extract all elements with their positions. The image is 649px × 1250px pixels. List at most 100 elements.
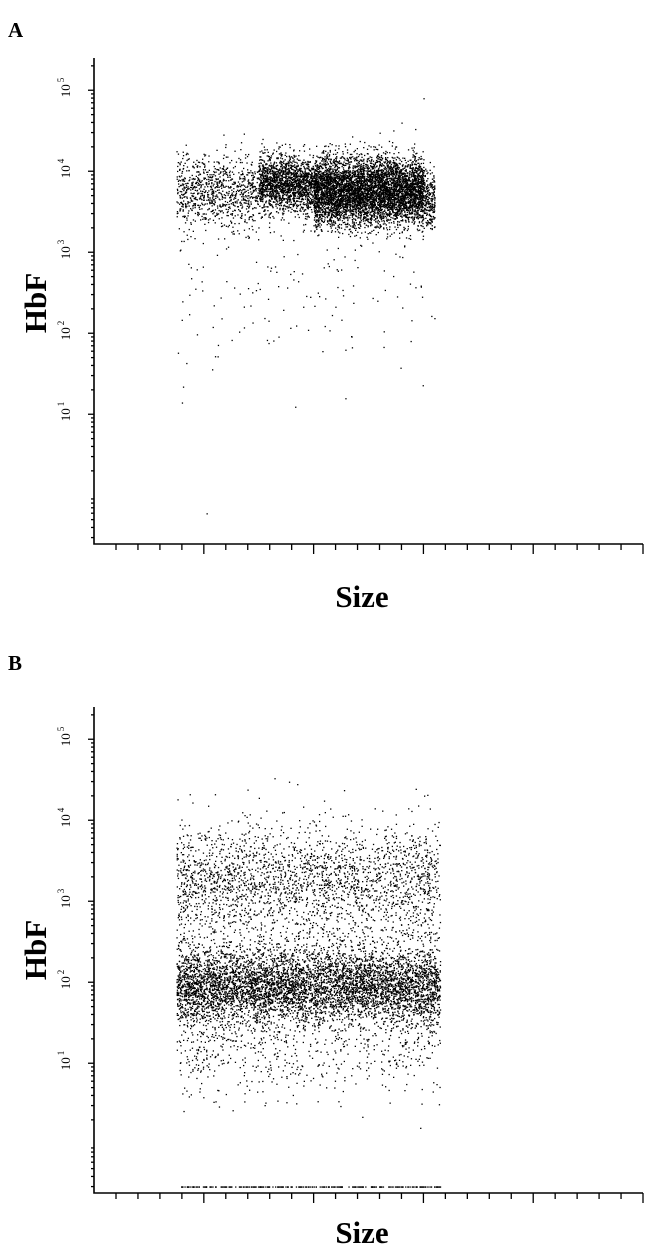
- scatter-point: [312, 195, 314, 197]
- scatter-point: [387, 168, 389, 170]
- scatter-point: [302, 206, 304, 209]
- scatter-point: [414, 157, 416, 159]
- scatter-point: [335, 153, 337, 155]
- scatter-point: [353, 165, 355, 167]
- scatter-point: [279, 146, 281, 148]
- scatter-point: [376, 165, 378, 167]
- scatter-point: [280, 154, 283, 156]
- scatter-point: [324, 162, 327, 164]
- scatter-point: [331, 199, 333, 201]
- scatter-point: [273, 190, 275, 192]
- scatter-point: [371, 162, 373, 165]
- scatter-point: [321, 197, 323, 199]
- scatter-point: [261, 165, 264, 167]
- scatter-point: [269, 199, 271, 202]
- scatter-point: [292, 205, 294, 208]
- scatter-point: [390, 183, 392, 185]
- scatter-point: [317, 195, 319, 197]
- scatter-point: [335, 181, 337, 183]
- scatter-point: [287, 169, 289, 171]
- scatter-point: [287, 185, 289, 188]
- scatter-point: [358, 172, 360, 175]
- scatter-point: [326, 161, 328, 163]
- scatter-point: [402, 168, 404, 171]
- scatter-point: [262, 188, 264, 191]
- scatter-point: [411, 168, 414, 170]
- scatter-point: [299, 192, 301, 194]
- scatter-point: [347, 159, 349, 162]
- scatter-point: [420, 183, 422, 185]
- scatter-point: [325, 167, 327, 169]
- scatter-point: [385, 170, 388, 172]
- scatter-point: [333, 211, 335, 214]
- scatter-point: [409, 179, 411, 182]
- scatter-point: [410, 167, 412, 169]
- scatter-point: [306, 206, 308, 208]
- scatter-point: [326, 154, 328, 156]
- scatter-point: [297, 204, 300, 207]
- scatter-point: [305, 195, 307, 197]
- scatter-point: [347, 170, 350, 172]
- scatter-point: [329, 172, 331, 174]
- scatter-point: [414, 163, 416, 165]
- scatter-point: [369, 178, 371, 180]
- scatter-point: [293, 191, 295, 194]
- scatter-point: [341, 176, 343, 178]
- scatter-point: [284, 185, 286, 187]
- scatter-point: [306, 167, 308, 169]
- scatter-point: [313, 202, 315, 204]
- scatter-point: [313, 186, 316, 189]
- scatter-point: [294, 186, 296, 188]
- scatter-point: [271, 177, 273, 179]
- scatter-point: [294, 203, 296, 205]
- scatter-point: [348, 161, 350, 163]
- scatter-point: [284, 187, 287, 189]
- scatter-point: [406, 202, 408, 204]
- scatter-point: [373, 177, 375, 179]
- scatter-point: [355, 195, 357, 197]
- scatter-point: [260, 184, 262, 187]
- scatter-point: [306, 218, 308, 220]
- scatter-point: [417, 191, 419, 193]
- scatter-point: [341, 184, 343, 186]
- scatter-point: [297, 213, 299, 216]
- scatter-point: [295, 155, 297, 157]
- scatter-point: [285, 198, 287, 200]
- scatter-point: [385, 161, 387, 163]
- scatter-point: [363, 170, 366, 172]
- scatter-point: [360, 172, 362, 174]
- scatter-point: [387, 181, 389, 183]
- scatter-point: [332, 161, 335, 163]
- scatter-point: [289, 146, 291, 149]
- scatter-point: [271, 179, 273, 181]
- scatter-point: [368, 186, 371, 188]
- scatter-point: [296, 162, 298, 164]
- scatter-point: [293, 199, 295, 201]
- scatter-point: [299, 178, 301, 180]
- scatter-point: [261, 196, 263, 199]
- scatter-point: [362, 190, 364, 193]
- scatter-point: [390, 202, 393, 204]
- scatter-point: [417, 168, 419, 171]
- scatter-point: [274, 198, 276, 200]
- scatter-point: [285, 171, 287, 173]
- scatter-point: [284, 183, 286, 185]
- scatter-point: [269, 222, 271, 224]
- scatter-point: [323, 201, 325, 203]
- scatter-point: [349, 157, 351, 159]
- scatter-point: [386, 186, 388, 188]
- scatter-point: [281, 154, 283, 156]
- scatter-point: [415, 161, 417, 163]
- scatter-point: [314, 178, 316, 180]
- scatter-point: [261, 178, 264, 180]
- scatter-point: [282, 176, 284, 179]
- scatter-point: [363, 158, 365, 160]
- scatter-point: [374, 183, 376, 185]
- scatter-point: [288, 187, 290, 189]
- scatter-point: [273, 162, 275, 164]
- scatter-point: [325, 159, 327, 161]
- scatter-point: [294, 175, 296, 177]
- scatter-point: [280, 183, 282, 185]
- scatter-point: [410, 183, 412, 186]
- scatter-point: [348, 182, 350, 185]
